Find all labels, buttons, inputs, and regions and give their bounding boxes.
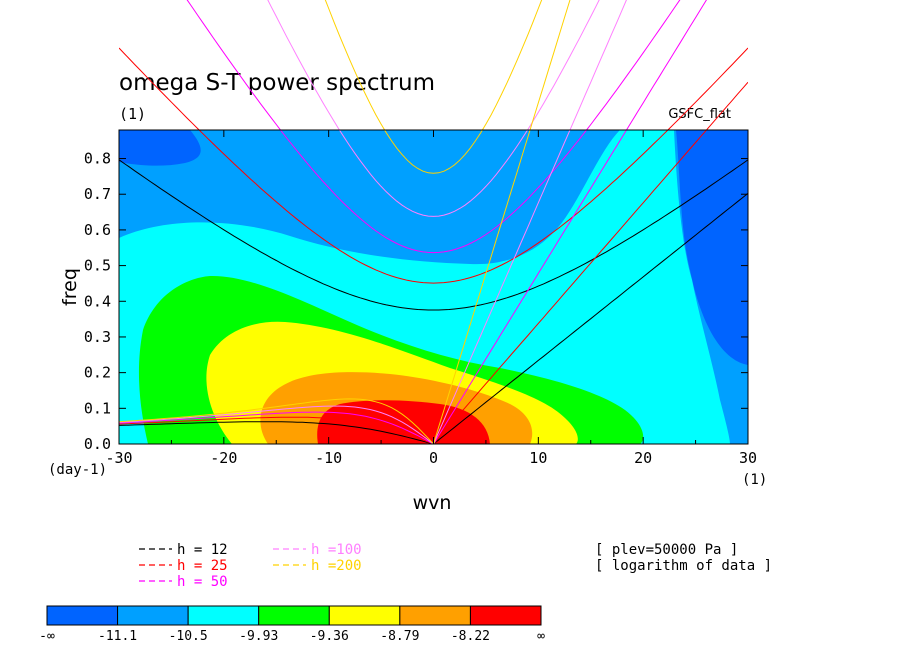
colorbar-tick-label: -11.1	[98, 629, 137, 644]
legend-label-h25: h = 25	[177, 558, 228, 574]
kelvin-curve-h25	[433, 81, 748, 444]
colorbar-tick-label: -∞	[39, 629, 55, 644]
inertia-gravity-curve-h100	[267, 0, 600, 217]
rossby-curve-h25	[119, 416, 434, 444]
y-tick-label: 0.7	[84, 185, 111, 203]
rossby-curve-h12	[119, 421, 434, 444]
rossby-curve-h200	[119, 398, 434, 444]
source-label: GSFC_flat	[668, 107, 731, 122]
rossby-curve-h100	[119, 405, 434, 444]
inertia-gravity-curve-h12	[119, 159, 748, 311]
rossby-curve-h50	[119, 411, 434, 444]
colorbar-swatch	[46, 605, 119, 626]
legend-label-h50: h = 50	[177, 574, 228, 590]
colorbar-swatch	[399, 605, 471, 626]
colorbar-swatch	[117, 605, 189, 626]
chart-title: omega S-T power spectrum	[119, 70, 435, 96]
legend-label-h12: h = 12	[177, 542, 228, 558]
x-tick-label: -20	[210, 449, 237, 467]
colorbar-tick-label: ∞	[537, 629, 545, 644]
curve-legend: h = 12 h = 25 h = 50 h =100 h =200	[139, 542, 362, 590]
colorbar-swatch	[469, 605, 542, 626]
kelvin-curve-h50	[433, 0, 707, 444]
inertia-gravity-curve-h50	[186, 0, 681, 254]
legend-label-h200: h =200	[311, 558, 362, 574]
y-tick-label: 0.4	[84, 292, 111, 310]
annotation-plev: [ plev=50000 Pa ]	[595, 542, 738, 558]
x-tick-label: -30	[105, 449, 132, 467]
x-axis-label: wvn	[413, 492, 452, 514]
x-tick-label: -10	[315, 449, 342, 467]
y-tick-label: 0.0	[84, 435, 111, 453]
colorbar-tick-label: -8.79	[380, 629, 419, 644]
x-unit-label: (1)	[742, 472, 767, 488]
kelvin-curve-h12	[433, 192, 748, 444]
y-axis-label: freq	[59, 268, 81, 306]
y-axis: 0.0 0.1 0.2 0.3 0.4 0.5 0.6 0.7 0.8	[84, 150, 748, 453]
x-tick-label: 30	[739, 449, 757, 467]
colorbar-tick-label: -10.5	[169, 629, 208, 644]
kelvin-curve-h100	[433, 0, 627, 444]
y-tick-label: 0.3	[84, 328, 111, 346]
inertia-gravity-curve-h200	[324, 0, 543, 174]
colorbar: -∞ -11.1 -10.5 -9.93 -9.36 -8.79 -8.22 ∞	[39, 605, 545, 644]
y-tick-label: 0.8	[84, 150, 111, 168]
dispersion-curves	[119, 0, 748, 444]
colorbar-swatch	[187, 605, 260, 626]
chart-subtitle: (1)	[119, 105, 146, 123]
y-tick-label: 0.2	[84, 364, 111, 382]
colorbar-swatch	[328, 605, 401, 626]
y-tick-label: 0.1	[84, 399, 111, 417]
x-axis: -30 -20 -10 0 10 20 30	[105, 130, 757, 467]
kelvin-curve-h200	[433, 0, 571, 444]
y-unit-label: (day-1)	[48, 462, 107, 478]
colorbar-tick-label: -9.93	[239, 629, 278, 644]
contour-field	[119, 130, 748, 444]
y-tick-label: 0.6	[84, 221, 111, 239]
inertia-gravity-curve-h25	[119, 47, 748, 284]
annotation-logarithm: [ logarithm of data ]	[595, 558, 772, 574]
x-tick-label: 10	[529, 449, 547, 467]
x-tick-label: 20	[634, 449, 652, 467]
legend-label-h100: h =100	[311, 542, 362, 558]
colorbar-tick-label: -9.36	[310, 629, 349, 644]
y-tick-label: 0.5	[84, 257, 111, 275]
colorbar-swatch	[258, 605, 330, 626]
colorbar-tick-label: -8.22	[451, 629, 490, 644]
x-tick-label: 0	[429, 449, 438, 467]
